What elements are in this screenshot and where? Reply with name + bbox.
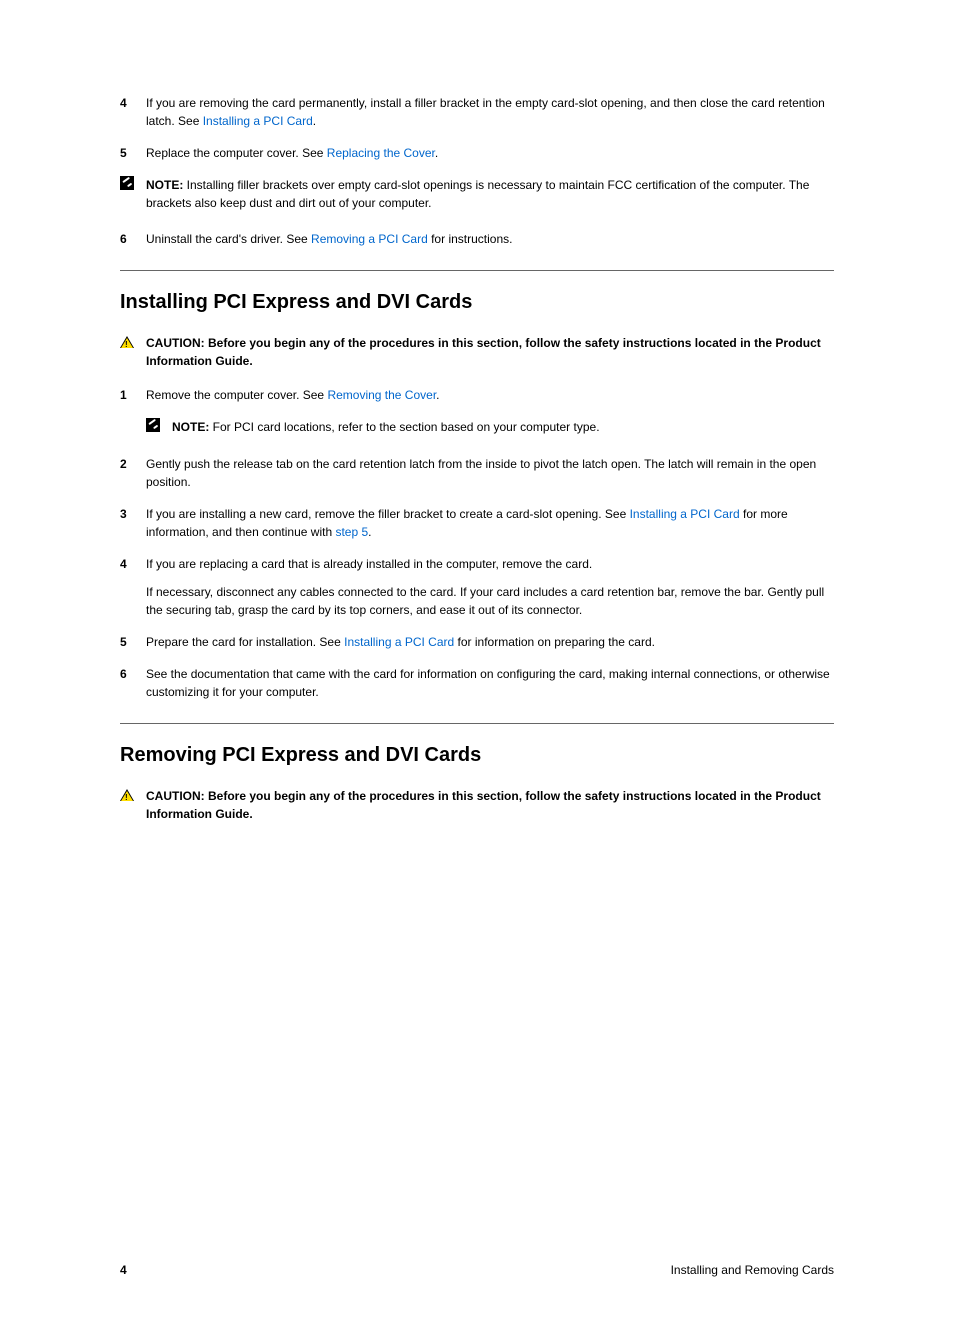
- footer-doc-title: Installing and Removing Cards: [671, 1263, 834, 1277]
- link-step5[interactable]: step 5: [335, 525, 368, 539]
- note-text: NOTE: Installing filler brackets over em…: [146, 176, 834, 212]
- step-b1: 1 Remove the computer cover. See Removin…: [120, 386, 834, 404]
- step-number: 2: [120, 455, 146, 473]
- heading-install-pcie: Installing PCI Express and DVI Cards: [120, 291, 834, 314]
- step-number: 3: [120, 505, 146, 523]
- step-text-post: .: [313, 114, 316, 128]
- step-text: Gently push the release tab on the card …: [146, 455, 834, 491]
- section-divider: [120, 270, 834, 271]
- caution-text: CAUTION: Before you begin any of the pro…: [146, 787, 834, 823]
- note-label: NOTE:: [172, 420, 213, 434]
- link-install-pci[interactable]: Installing a PCI Card: [203, 114, 313, 128]
- step-b4-line2: If necessary, disconnect any cables conn…: [146, 583, 834, 619]
- caution-text: CAUTION: Before you begin any of the pro…: [146, 334, 834, 370]
- step-text-pre: If you are installing a new card, remove…: [146, 507, 630, 521]
- warning-icon: [120, 789, 134, 801]
- link-remove-pci[interactable]: Removing a PCI Card: [311, 232, 428, 246]
- step-text-post: for information on preparing the card.: [454, 635, 655, 649]
- step-5: 5 Replace the computer cover. See Replac…: [120, 144, 834, 162]
- heading-remove-pcie: Removing PCI Express and DVI Cards: [120, 744, 834, 767]
- note-icon: [120, 176, 134, 190]
- note-body: For PCI card locations, refer to the sec…: [213, 420, 600, 434]
- section-divider-2: [120, 723, 834, 724]
- step-b4-line1: If you are replacing a card that is alre…: [146, 555, 834, 573]
- note-icon-col: [120, 176, 146, 195]
- step-b6: 6 See the documentation that came with t…: [120, 665, 834, 701]
- document-page: 4 If you are removing the card permanent…: [0, 0, 954, 1323]
- link-install-pci-2[interactable]: Installing a PCI Card: [630, 507, 740, 521]
- step-b4: 4 If you are replacing a card that is al…: [120, 555, 834, 619]
- step-b2: 2 Gently push the release tab on the car…: [120, 455, 834, 491]
- warning-icon: [120, 336, 134, 348]
- note-pci-locations: NOTE: For PCI card locations, refer to t…: [146, 418, 834, 437]
- step-text-post: for instructions.: [428, 232, 513, 246]
- step-number: 4: [120, 555, 146, 573]
- step-number: 5: [120, 633, 146, 651]
- link-install-pci-3[interactable]: Installing a PCI Card: [344, 635, 454, 649]
- step-text-post: .: [436, 388, 439, 402]
- note-icon: [146, 418, 160, 432]
- caution-icon-col: [120, 334, 146, 353]
- step-6: 6 Uninstall the card's driver. See Remov…: [120, 230, 834, 248]
- step-text: Remove the computer cover. See Removing …: [146, 386, 834, 404]
- caution-body: Before you begin any of the procedures i…: [146, 789, 821, 821]
- step-text: If you are installing a new card, remove…: [146, 505, 834, 541]
- step-text-pre: Uninstall the card's driver. See: [146, 232, 311, 246]
- link-remove-cover[interactable]: Removing the Cover: [327, 388, 436, 402]
- note-text: NOTE: For PCI card locations, refer to t…: [172, 418, 834, 436]
- caution-label: CAUTION:: [146, 336, 208, 350]
- page-number: 4: [120, 1263, 127, 1277]
- note-label: NOTE:: [146, 178, 187, 192]
- link-replace-cover[interactable]: Replacing the Cover: [327, 146, 435, 160]
- step-text-post: .: [435, 146, 438, 160]
- step-number: 6: [120, 230, 146, 248]
- caution-remove: CAUTION: Before you begin any of the pro…: [120, 787, 834, 823]
- step-4: 4 If you are removing the card permanent…: [120, 94, 834, 130]
- caution-install: CAUTION: Before you begin any of the pro…: [120, 334, 834, 370]
- step-text: Prepare the card for installation. See I…: [146, 633, 834, 651]
- step-text-pre: Prepare the card for installation. See: [146, 635, 344, 649]
- step-number: 1: [120, 386, 146, 404]
- step-text-pre: Replace the computer cover. See: [146, 146, 327, 160]
- step-text: Replace the computer cover. See Replacin…: [146, 144, 834, 162]
- step-number: 4: [120, 94, 146, 112]
- step-text-pre: Remove the computer cover. See: [146, 388, 327, 402]
- caution-label: CAUTION:: [146, 789, 208, 803]
- step-text: If you are removing the card permanently…: [146, 94, 834, 130]
- step-b3: 3 If you are installing a new card, remo…: [120, 505, 834, 541]
- caution-icon-col: [120, 787, 146, 806]
- step-b5: 5 Prepare the card for installation. See…: [120, 633, 834, 651]
- step-text: Uninstall the card's driver. See Removin…: [146, 230, 834, 248]
- step-number: 6: [120, 665, 146, 683]
- note-fcc: NOTE: Installing filler brackets over em…: [120, 176, 834, 212]
- step-text-end: .: [368, 525, 371, 539]
- step-text: See the documentation that came with the…: [146, 665, 834, 701]
- step-number: 5: [120, 144, 146, 162]
- note-icon-col: [146, 418, 172, 437]
- step-text: If you are replacing a card that is alre…: [146, 555, 834, 619]
- caution-body: Before you begin any of the procedures i…: [146, 336, 821, 368]
- note-body: Installing filler brackets over empty ca…: [146, 178, 809, 210]
